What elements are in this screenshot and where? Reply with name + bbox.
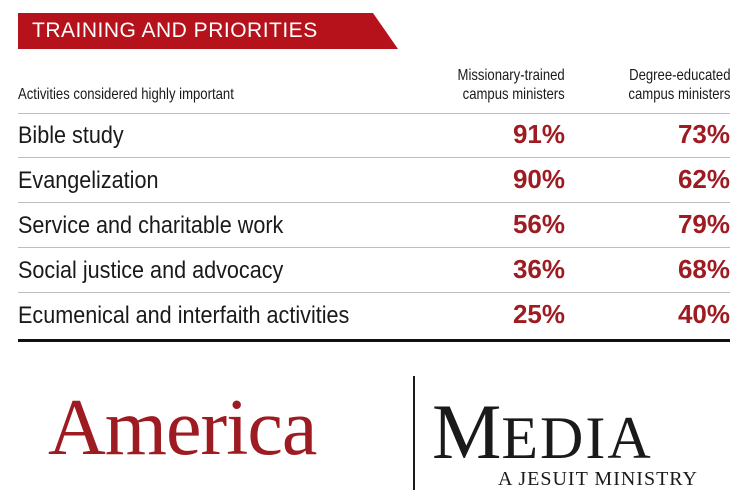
table-row: Social justice and advocacy 36% 68%	[18, 248, 730, 293]
media-rest: EDIA	[501, 405, 653, 471]
logo-divider	[413, 376, 415, 490]
column-header-missionary: Missionary-trained campus ministers	[458, 66, 565, 104]
value-degree: 68%	[677, 254, 730, 284]
value-degree: 62%	[677, 164, 730, 194]
value-missionary: 56%	[512, 209, 565, 239]
column-header-line: Missionary-trained	[457, 67, 565, 84]
value-missionary: 90%	[512, 164, 565, 194]
row-label: Evangelization	[18, 167, 159, 194]
table-row: Ecumenical and interfaith activities 25%…	[18, 293, 730, 342]
table-row: Bible study 91% 73%	[18, 113, 730, 158]
media-logo-text: MEDIA	[432, 392, 653, 494]
row-header-label: Activities considered highly important	[18, 86, 234, 103]
value-degree: 40%	[677, 299, 730, 329]
media-initial: M	[432, 388, 502, 475]
value-missionary: 25%	[512, 299, 565, 329]
value-missionary: 91%	[512, 119, 565, 149]
row-label: Ecumenical and interfaith activities	[18, 302, 350, 329]
table-row: Service and charitable work 56% 79%	[18, 203, 730, 248]
value-degree: 73%	[677, 119, 730, 149]
column-header-line: Degree-educated	[628, 67, 730, 84]
banner-shape	[18, 13, 398, 49]
column-header-line: campus ministers	[462, 86, 565, 103]
row-label: Social justice and advocacy	[18, 257, 284, 284]
table-header: Activities considered highly important M…	[18, 58, 730, 114]
table-row: Evangelization 90% 62%	[18, 158, 730, 203]
logo-tagline: A JESUIT MINISTRY	[498, 468, 698, 490]
value-degree: 79%	[677, 209, 730, 239]
row-label: Bible study	[18, 122, 124, 149]
column-header-line: campus ministers	[627, 86, 730, 103]
america-logo-text: America	[48, 384, 317, 472]
row-label: Service and charitable work	[18, 212, 284, 239]
value-missionary: 36%	[512, 254, 565, 284]
chart-title: TRAINING AND PRIORITIES	[32, 19, 318, 42]
title-banner: TRAINING AND PRIORITIES	[18, 13, 398, 49]
table-body: Bible study 91% 73% Evangelization 90% 6…	[18, 113, 730, 342]
column-header-degree: Degree-educated campus ministers	[628, 66, 730, 104]
